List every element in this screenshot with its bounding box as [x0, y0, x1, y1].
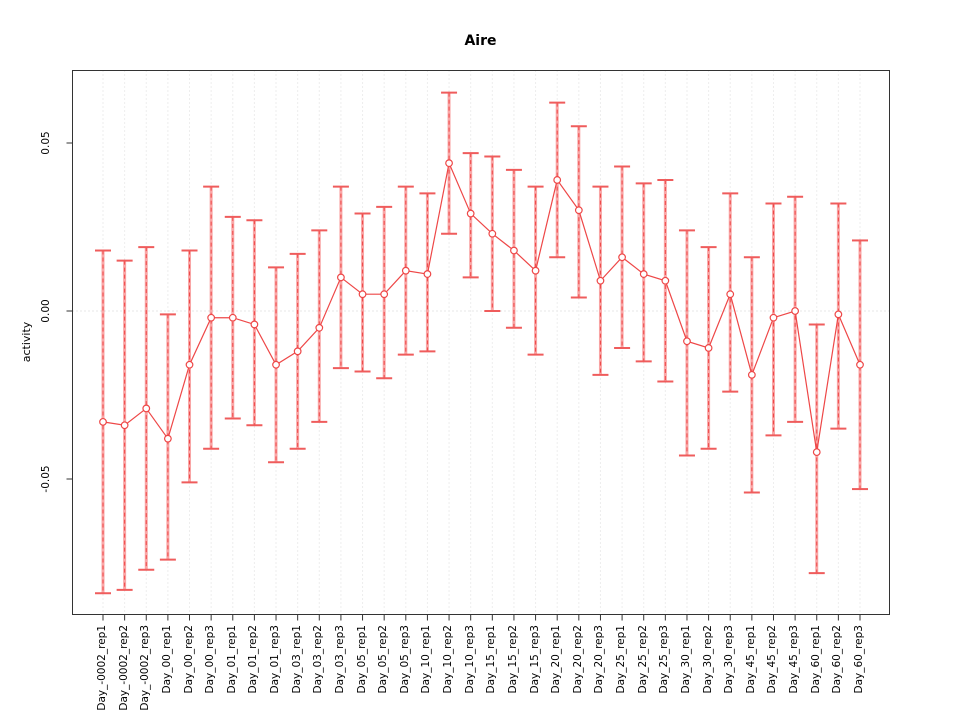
x-tick-label: Day_-0002_rep3: [139, 625, 152, 711]
x-tick-label: Day_30_rep2: [701, 625, 714, 694]
data-point: [207, 313, 216, 322]
x-tick-label: Day_10_rep1: [420, 625, 433, 694]
data-point: [163, 434, 172, 443]
y-tick-label: 0.00: [40, 299, 52, 323]
x-tick-label: Day_03_rep3: [333, 625, 346, 694]
data-point: [704, 344, 713, 352]
data-point: [856, 360, 864, 369]
data-point: [185, 360, 194, 369]
x-tick-label: Day_15_rep1: [485, 625, 498, 694]
x-tick-label: Day_05_rep2: [377, 625, 390, 694]
x-tick-label: Day_60_rep1: [809, 625, 822, 694]
data-point: [120, 421, 129, 430]
data-point: [639, 270, 648, 278]
x-tick-label: Day_00_rep3: [204, 625, 217, 694]
data-point: [574, 206, 583, 215]
data-point: [510, 246, 518, 255]
data-point: [358, 290, 367, 299]
data-point: [466, 209, 475, 218]
x-tick-label: Day_45_rep2: [766, 625, 779, 694]
x-tick-label: Day_01_rep3: [269, 625, 282, 694]
data-point: [445, 159, 453, 168]
data-point: [596, 276, 605, 285]
data-point: [791, 307, 800, 315]
x-tick-label: Day_45_rep3: [788, 625, 801, 694]
data-point: [315, 323, 324, 332]
x-tick-label: Day_00_rep2: [182, 625, 195, 694]
data-point: [293, 347, 302, 356]
x-tick-label: Day_03_rep1: [290, 625, 303, 694]
x-tick-label: Day_25_rep3: [658, 625, 671, 694]
x-tick-label: Day_15_rep3: [528, 625, 541, 694]
x-tick-label: Day_25_rep1: [615, 625, 628, 694]
x-tick-label: Day_05_rep3: [398, 625, 411, 694]
data-point: [661, 276, 670, 285]
data-point: [531, 266, 540, 275]
data-point: [142, 404, 151, 413]
x-tick-label: Day_01_rep1: [225, 625, 238, 694]
data-point: [726, 290, 735, 299]
data-point: [380, 290, 389, 299]
x-tick-label: Day_00_rep1: [160, 625, 173, 694]
data-point: [423, 270, 432, 278]
data-point: [272, 360, 280, 369]
x-tick-label: Day_20_rep2: [571, 625, 584, 694]
data-point: [747, 370, 756, 379]
x-tick-label: Day_10_rep2: [442, 625, 455, 694]
x-tick-label: Day_05_rep1: [355, 625, 368, 694]
data-point: [250, 320, 259, 329]
chart-title: Aire: [464, 33, 497, 49]
y-tick-label: 0.05: [40, 131, 52, 155]
x-tick-label: Day_30_rep1: [679, 625, 692, 694]
data-point: [769, 313, 778, 322]
x-tick-label: Day_60_rep2: [831, 625, 844, 694]
y-tick-label: -0.05: [40, 465, 52, 493]
x-tick-label: Day_20_rep1: [550, 625, 563, 694]
x-tick-label: Day_10_rep3: [463, 625, 476, 694]
plot-border: [72, 70, 890, 615]
data-point: [488, 229, 497, 238]
x-tick-label: Day_-0002_rep1: [96, 625, 108, 711]
x-tick-label: Day_45_rep1: [744, 625, 757, 694]
x-tick-label: Day_60_rep3: [853, 625, 865, 694]
x-tick-label: Day_20_rep3: [593, 625, 606, 694]
x-tick-label: Day_15_rep2: [506, 625, 519, 694]
data-point: [683, 337, 691, 346]
data-point: [337, 273, 345, 282]
data-point: [618, 253, 626, 262]
x-tick-label: Day_-0002_rep2: [117, 625, 130, 711]
data-point: [228, 313, 237, 322]
data-point: [99, 417, 107, 426]
data-point: [553, 176, 562, 184]
data-point: [834, 310, 843, 319]
x-tick-label: Day_01_rep2: [247, 625, 260, 694]
x-tick-label: Day_30_rep3: [723, 625, 736, 694]
series-line: [102, 161, 861, 453]
x-tick-label: Day_25_rep2: [636, 625, 649, 694]
x-tick-label: Day_03_rep2: [312, 625, 325, 694]
data-point: [401, 266, 410, 275]
data-point: [812, 448, 821, 457]
